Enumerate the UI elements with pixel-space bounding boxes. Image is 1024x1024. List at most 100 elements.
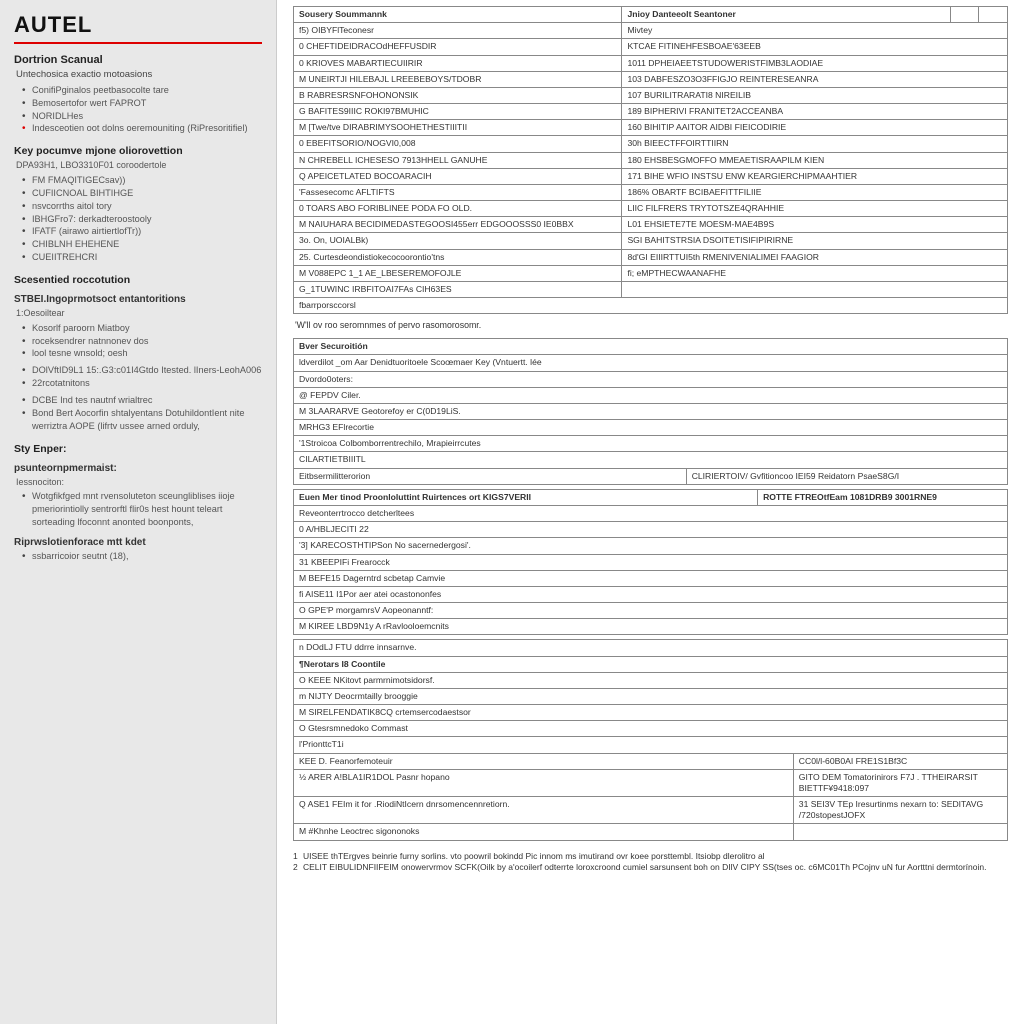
side-sub-3b: 1:Oesoiltear xyxy=(16,307,262,320)
side-list-3c: DCBE Ind tes nautnf wrialtrec Bond Bert … xyxy=(32,394,262,433)
td: M 3LAARARVE Geotorefoy er C(0D19LiS. xyxy=(294,403,1008,419)
td: 25. Curtesdeondistiokecocoorontio'tns xyxy=(294,249,622,265)
th xyxy=(979,7,1008,23)
th xyxy=(950,7,979,23)
footnotes: 1UISEE thTErgves beinrie furny sorlins. … xyxy=(293,851,1008,875)
side-list-2: FM FMAQITIGECsav)) CUFIICNOAL BIHTIHGE n… xyxy=(32,174,262,264)
side-heading-3: Scesentied roccotution xyxy=(14,274,262,286)
td: '1Stroicoa Colbomborrentrechilo, Mrapiei… xyxy=(294,436,1008,452)
td: 180 EHSBESGMOFFO MMEAETISRAAPILM KIEN xyxy=(622,152,1008,168)
td: G BAFITES9IIIC ROKI97BMUHIC xyxy=(294,104,622,120)
side-sub-4: psunteornpmermaist: xyxy=(14,463,262,474)
list-item: Wotgfikfged mnt rvensoluteton sceunglibl… xyxy=(32,490,262,529)
td xyxy=(622,281,1008,297)
td: m NIJTY Deocrmtailly brooggie xyxy=(294,688,1008,704)
td: O KEEE NKitovt parmrnimotsidorsf. xyxy=(294,672,1008,688)
td: 0 A/HBLJECITI 22 xyxy=(294,522,1008,538)
table-a: Sousery Soummannk Jnioy Danteeolt Seanto… xyxy=(293,6,1008,314)
td: 8d'GI EIIIRTTUI5th RMENIVENIALIMEI FAAGI… xyxy=(622,249,1008,265)
list-item: CHIBLNH EHEHENE xyxy=(32,238,262,251)
list-item: ssbarricoior seutnt (18), xyxy=(32,550,262,563)
td: Reveonterrtrocco detcherltees xyxy=(294,505,1008,521)
td: 103 DABFESZO3O3FFIGJO REINTERESEANRA xyxy=(622,71,1008,87)
brand-logo: AUTEL xyxy=(14,12,262,44)
td: M #Khnhe Leoctrec sigononoks xyxy=(294,824,794,840)
sidebar: AUTEL Dortrion Scanual Untechosica exact… xyxy=(0,0,277,1024)
side-heading-2: Key pocumve mjone oliorovettion xyxy=(14,145,262,157)
td: M [Twe/tve DIRABRIMYSOOHETHESTIIITII xyxy=(294,120,622,136)
table-c: Euen Mer tinod Proonloluttint Ruirtences… xyxy=(293,489,1008,636)
td: 'Fassesecomc AFLTIFTS xyxy=(294,184,622,200)
td: ldverdilot _om Aar Denidtuoritoele Scoœm… xyxy=(294,355,1008,371)
caption: 'W'll ov roo seromnmes of pervo rasomoro… xyxy=(295,320,1008,330)
footnote: 2CELIT EIBULIDNFIIFEIM onowervrmov SCFK(… xyxy=(293,862,1008,874)
td: Dvordo0oters: xyxy=(294,371,1008,387)
side-list-4: Wotgfikfged mnt rvensoluteton sceunglibl… xyxy=(32,490,262,529)
list-item: roceksendrer natnnonev dos xyxy=(32,335,262,348)
td: CILARTIETBIIITL xyxy=(294,452,1008,468)
list-item: Bond Bert Aocorfin shtalyentans Dotuhild… xyxy=(32,407,262,433)
footnote: 1UISEE thTErgves beinrie furny sorlins. … xyxy=(293,851,1008,863)
side-sub-1: Untechosica exactio motoasions xyxy=(16,69,262,82)
td: @ FEPDV Ciler. xyxy=(294,387,1008,403)
td: 31 SEI3V TEp Iresurtinms nexarn to: SEDI… xyxy=(793,797,1007,824)
td: Eitbsermilitterorion xyxy=(294,468,687,484)
side-heading-1: Dortrion Scanual xyxy=(14,54,262,66)
list-item: CUEIITREHCRI xyxy=(32,251,262,264)
td: 1011 DPHEIAEETSTUDOWERISTFIMB3LAODIAE xyxy=(622,55,1008,71)
list-item: Bemosertofor wert FAPROT xyxy=(32,97,262,110)
side-list-5: ssbarricoior seutnt (18), xyxy=(32,550,262,563)
td: N CHREBELL ICHESESO 7913HHELL GANUHE xyxy=(294,152,622,168)
side-sub-2: DPA93H1, LBO3310F01 coroodertole xyxy=(16,159,262,172)
td: 186% OBARTF BCIBAEFITTFILIIE xyxy=(622,184,1008,200)
td: M UNEIRTJI HILEBAJL LREEBEBOYS/TDOBR xyxy=(294,71,622,87)
side-sub-4b: Iessnociton: xyxy=(16,476,262,489)
list-item: IBHGFro7: derkadteroostooly xyxy=(32,213,262,226)
td: O Gtesrsmnedoko Commast xyxy=(294,721,1008,737)
td: 31 KBEEPIFi Frearocck xyxy=(294,554,1008,570)
td: G_1TUWINC IRBFITOAI7FAs CIH63ES xyxy=(294,281,622,297)
td: KTCAE FITINEHFESBOAE'63EEB xyxy=(622,39,1008,55)
td: 0 KRIOVES MABARTIECUIIRIR xyxy=(294,55,622,71)
table-b: Bver Securoitión ldverdilot _om Aar Deni… xyxy=(293,338,1008,485)
td: Q APEICETLATED BOCOARACIH xyxy=(294,168,622,184)
td: 3o. On, UOIALBk) xyxy=(294,233,622,249)
list-item: IFATF (airawo airtiertlofTr)) xyxy=(32,225,262,238)
td: LIIC FILFRERS TRYTOTSZE4QRAHHIE xyxy=(622,201,1008,217)
td: M SIRELFENDATIK8CQ crtemsercodaestsor xyxy=(294,705,1008,721)
side-heading-5: Riprwslotienforace mtt kdet xyxy=(14,537,262,548)
list-item: nsvcorrths aitol tory xyxy=(32,200,262,213)
td: M V088EPC 1_1 AE_LBESEREMOFOJLE xyxy=(294,265,622,281)
td: 160 BIHITIP AAITOR AIDBI FIEICODIRIE xyxy=(622,120,1008,136)
td: M BEFE15 Dagerntrd scbetap Camvie xyxy=(294,570,1008,586)
list-item: DOlVftID9L1 15:.G3:c01I4Gtdo Itested. lI… xyxy=(32,364,262,377)
td: KEE D. Feanorfemoteuir xyxy=(294,753,794,769)
td: 189 BIPHERIVI FRANITET2ACCEANBA xyxy=(622,104,1008,120)
list-item: CUFIICNOAL BIHTIHGE xyxy=(32,187,262,200)
td: fi; eMPTHECWAANAFHE xyxy=(622,265,1008,281)
main-content: Sousery Soummannk Jnioy Danteeolt Seanto… xyxy=(277,0,1024,1024)
td: 171 BIHE WFIO INSTSU ENW KEARGIERCHIPMAA… xyxy=(622,168,1008,184)
list-item: Kosorlf paroorn Miatboy xyxy=(32,322,262,335)
td: 107 BURILITRARATI8 NIREILIB xyxy=(622,87,1008,103)
th: Sousery Soummannk xyxy=(294,7,622,23)
td: f5) OIBYFlTeconesr xyxy=(294,23,622,39)
td: GITO DEM Tomatorinirors F7J . TTHEIRARSI… xyxy=(793,769,1007,796)
th: ¶Nerotars I8 Coontile xyxy=(294,656,1008,672)
td: O GPE'P morgamrsV Aopeonanntf: xyxy=(294,603,1008,619)
list-item: lool tesne wnsold; oesh xyxy=(32,347,262,360)
td: Q ASE1 FEIm it for .RiodiNtIcern dnrsome… xyxy=(294,797,794,824)
table-d: n DOdLJ FTU ddrre innsarnve. ¶Nerotars I… xyxy=(293,639,1008,840)
side-list-3: Kosorlf paroorn Miatboy roceksendrer nat… xyxy=(32,322,262,361)
td: Mivtey xyxy=(622,23,1008,39)
th: Euen Mer tinod Proonloluttint Ruirtences… xyxy=(294,489,758,505)
side-sub-3: STBEI.Ingoprmotsoct entantoritions xyxy=(14,294,262,305)
th: Bver Securoitión xyxy=(294,339,1008,355)
td: l'PrionttcT1i xyxy=(294,737,1008,753)
td: n DOdLJ FTU ddrre innsarnve. xyxy=(294,640,1008,656)
td: '3] KARECOSTHTIPSon No sacernedergosi'. xyxy=(294,538,1008,554)
th: ROTTE FTREOtfEam 1081DRB9 3001RNE9 xyxy=(758,489,1008,505)
list-item: NORIDLHes xyxy=(32,110,262,123)
td: M NAIUHARA BECIDIMEDASTEGOOSI455err EDGO… xyxy=(294,217,622,233)
td: SGI BAHITSTRSIA DSOITETISIFIPIRIRNE xyxy=(622,233,1008,249)
